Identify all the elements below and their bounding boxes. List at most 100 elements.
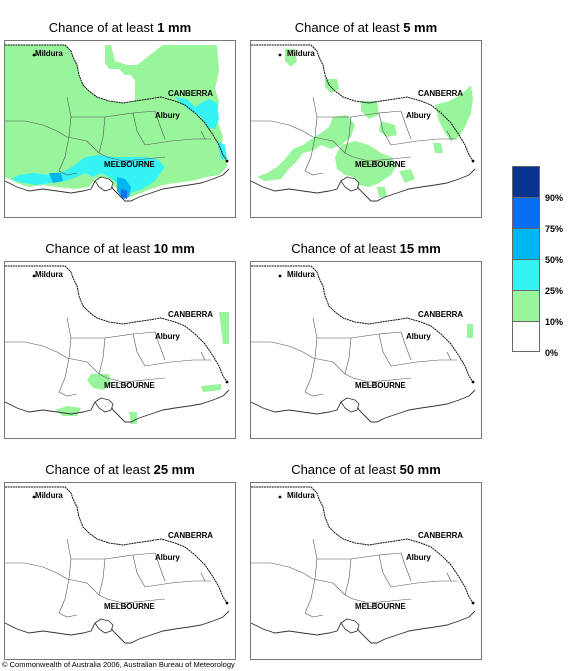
district-boundary — [446, 351, 452, 361]
place-mildura: Mildura — [287, 491, 315, 500]
title-prefix: Chance of at least — [291, 462, 396, 477]
probability-area — [361, 101, 379, 119]
place-mildura: Mildura — [35, 49, 63, 58]
state-border — [251, 44, 474, 162]
probability-area — [117, 177, 131, 199]
map-frame: Mildura CANBERRA Albury MELBOURNE — [250, 482, 482, 660]
place-canberra: CANBERRA — [418, 531, 463, 540]
panel-title: Chance of at least 1 mm — [4, 20, 236, 36]
district-boundary — [154, 552, 166, 582]
district-boundary — [390, 359, 457, 367]
district-boundary — [390, 580, 457, 588]
coastline — [251, 168, 476, 202]
place-canberra: CANBERRA — [168, 89, 213, 98]
probability-area — [121, 189, 127, 199]
district-boundary — [200, 572, 206, 582]
rain-map — [5, 265, 230, 424]
east-point-marker — [471, 380, 475, 384]
probability-area — [217, 141, 227, 159]
rain-map — [251, 486, 476, 644]
district-boundary — [5, 341, 68, 359]
legend-swatch-25 — [512, 259, 540, 290]
district-boundary — [344, 337, 352, 375]
rain-map — [251, 265, 476, 423]
state-border — [5, 265, 228, 383]
district-boundary — [66, 357, 100, 375]
probability-legend: 90% 75% 50% 25% 10% 0% — [512, 166, 570, 358]
title-prefix: Chance of at least — [45, 241, 150, 256]
place-mildura: Mildura — [35, 270, 63, 279]
mildura-marker — [278, 495, 282, 499]
district-boundary — [362, 160, 378, 166]
district-boundary — [144, 580, 211, 588]
district-boundary — [317, 331, 402, 339]
district-boundary — [304, 96, 318, 172]
place-melbourne: MELBOURNE — [355, 160, 406, 169]
district-boundary — [446, 130, 452, 140]
district-boundary — [378, 112, 392, 146]
mildura-marker — [32, 495, 36, 499]
district-boundary — [66, 136, 100, 154]
probability-area — [377, 187, 387, 197]
district-boundary — [344, 116, 352, 154]
place-albury: Albury — [406, 553, 431, 562]
probability-area — [55, 406, 81, 416]
district-boundary — [98, 594, 166, 604]
legend-label-90: 90% — [545, 193, 564, 203]
place-albury: Albury — [406, 111, 431, 120]
probability-area — [49, 173, 63, 183]
place-canberra: CANBERRA — [418, 89, 463, 98]
probability-area — [5, 45, 227, 197]
district-boundary — [58, 612, 78, 618]
map-frame: Mildura CANBERRA Albury MELBOURNE — [250, 261, 482, 439]
district-boundary — [5, 120, 68, 138]
district-boundary — [58, 317, 72, 393]
port-phillip-bay — [340, 397, 360, 413]
probability-area — [399, 169, 415, 183]
district-boundary — [66, 578, 100, 596]
mildura-marker — [32, 53, 36, 57]
district-boundary — [71, 552, 156, 560]
district-boundary — [312, 136, 346, 154]
title-amount: 25 mm — [153, 462, 195, 477]
copyright-notice: © Commonwealth of Australia 2006, Austra… — [2, 660, 235, 669]
panel-title: Chance of at least 10 mm — [4, 241, 236, 257]
district-boundary — [390, 138, 457, 146]
probability-area — [433, 143, 443, 153]
legend-label-10: 10% — [545, 317, 564, 327]
title-prefix: Chance of at least — [45, 462, 150, 477]
mildura-marker — [278, 53, 282, 57]
district-boundary — [144, 359, 211, 367]
district-boundary — [116, 160, 132, 166]
place-melbourne: MELBOURNE — [355, 381, 406, 390]
panel-title: Chance of at least 5 mm — [250, 20, 482, 36]
panel-title: Chance of at least 25 mm — [4, 462, 236, 478]
coastline — [5, 610, 230, 644]
map-frame: Mildura CANBERRA Albury MELBOURNE — [250, 40, 482, 218]
district-boundary — [344, 558, 352, 596]
district-boundary — [400, 331, 412, 361]
district-boundary — [132, 554, 146, 588]
district-boundary — [362, 602, 378, 608]
legend-label-50: 50% — [545, 255, 564, 265]
district-boundary — [378, 554, 392, 588]
east-point-marker — [225, 380, 229, 384]
state-border — [5, 44, 228, 162]
district-boundary — [378, 333, 392, 367]
district-boundary — [304, 538, 318, 614]
panel-title: Chance of at least 15 mm — [250, 241, 482, 257]
title-prefix: Chance of at least — [48, 20, 154, 35]
east-point-marker — [471, 601, 475, 605]
district-boundary — [317, 110, 402, 118]
legend-label-0: 0% — [545, 348, 559, 358]
place-melbourne: MELBOURNE — [104, 160, 155, 169]
probability-area — [467, 324, 473, 338]
district-boundary — [98, 116, 106, 154]
probability-area — [335, 141, 397, 187]
district-boundary — [344, 373, 412, 383]
district-boundary — [200, 351, 206, 361]
title-amount: 15 mm — [399, 241, 441, 256]
legend-swatch-10 — [512, 290, 540, 321]
place-albury: Albury — [155, 332, 180, 341]
east-point-marker — [225, 601, 229, 605]
